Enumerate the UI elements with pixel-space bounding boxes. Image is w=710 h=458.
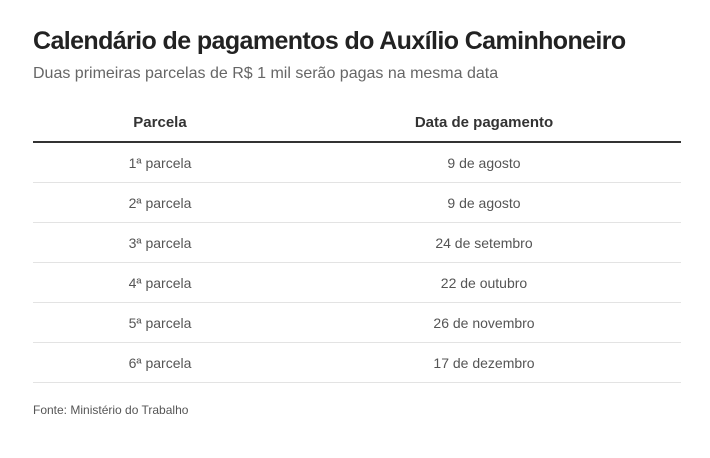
page-title: Calendário de pagamentos do Auxílio Cami… <box>33 27 626 55</box>
installment-cell: 3ª parcela <box>128 234 192 251</box>
page-subtitle: Duas primeiras parcelas de R$ 1 mil serã… <box>33 65 499 82</box>
payment-schedule-table: Parcela Data de pagamento 1ª parcela 9 d… <box>33 103 681 383</box>
table-row: 3ª parcela 24 de setembro <box>33 223 681 263</box>
installment-cell: 1ª parcela <box>128 154 192 171</box>
installment-cell: 2ª parcela <box>128 194 192 211</box>
payment-date-cell: 17 de dezembro <box>433 354 535 371</box>
table-row: 1ª parcela 9 de agosto <box>33 143 681 183</box>
table-header: Parcela Data de pagamento <box>33 103 681 143</box>
column-header-data: Data de pagamento <box>414 113 554 131</box>
table-row: 4ª parcela 22 de outubro <box>33 263 681 303</box>
payment-date-cell: 22 de outubro <box>440 274 528 291</box>
installment-cell: 5ª parcela <box>128 314 192 331</box>
source-note: Fonte: Ministério do Trabalho <box>33 403 189 417</box>
payment-date-cell: 9 de agosto <box>447 194 521 211</box>
table-row: 6ª parcela 17 de dezembro <box>33 343 681 383</box>
table-row: 2ª parcela 9 de agosto <box>33 183 681 223</box>
installment-cell: 4ª parcela <box>128 274 192 291</box>
table-row: 5ª parcela 26 de novembro <box>33 303 681 343</box>
payment-date-cell: 9 de agosto <box>447 154 521 171</box>
installment-cell: 6ª parcela <box>128 354 192 371</box>
payment-date-cell: 26 de novembro <box>433 314 535 331</box>
payment-date-cell: 24 de setembro <box>435 234 533 251</box>
column-header-parcela: Parcela <box>133 113 187 131</box>
